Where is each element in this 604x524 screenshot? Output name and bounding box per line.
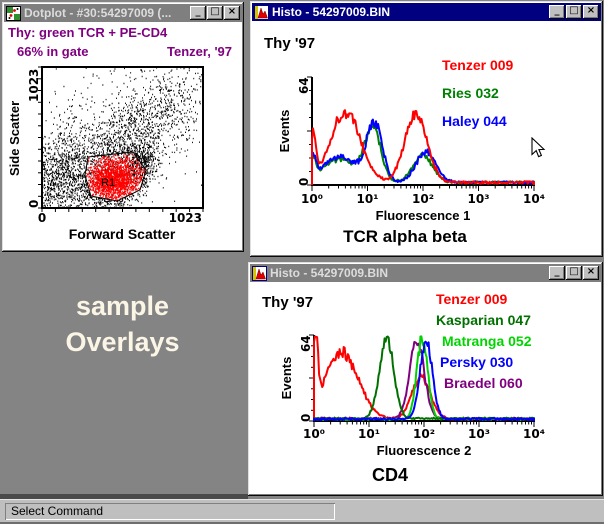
mouse-cursor: [531, 137, 546, 158]
histogram-tcr-title: Thy '97: [264, 35, 316, 52]
cd4-legend: Tenzer 009 Kasparian 047 Matranga 052 Pe…: [436, 291, 531, 391]
histogram-icon: [254, 4, 269, 20]
gate-percent-stat: 66% in gate: [17, 44, 89, 59]
cd4-caption: CD4: [371, 465, 408, 485]
histogram-tcr-close-button[interactable]: ×: [583, 5, 599, 19]
x-tick-min: 0: [38, 211, 46, 225]
gate-label: R1: [101, 177, 115, 189]
histogram-cd4-client-area: Thy '97 64 0 Events 10⁰ 10¹ 10² 10³ 10⁴ …: [250, 282, 601, 494]
histogram-cd4-window-title: Histo - 54297009.BIN: [270, 266, 389, 280]
background-label-line1: sample: [75, 291, 170, 321]
histogram-icon: [252, 265, 267, 281]
tcr-histogram-plot: 64 0 Events 10⁰ 10¹ 10² 10³ 10⁴ Fluoresc…: [277, 76, 545, 223]
forward-side-scatter-plot: R1 1023 0 Side Scatter 0 1023 Forward Sc…: [7, 66, 204, 242]
histogram-cd4-maximize-button[interactable]: □: [566, 266, 582, 280]
y-tick-max: 1023: [27, 69, 41, 102]
cd4-x-tick-2: 10²: [413, 427, 435, 441]
histogram-cd4-title: Thy '97: [262, 294, 314, 311]
tcr-x-tick-2: 10²: [412, 192, 434, 206]
histogram-cd4-window: Histo - 54297009.BIN _ □ × Thy '97 64 0 …: [248, 262, 603, 496]
dotplot-maximize-button[interactable]: □: [207, 6, 223, 20]
tcr-y-axis-label: Events: [277, 110, 292, 153]
legend-item-haley: Haley 044: [442, 113, 507, 129]
legend-item-persky: Persky 030: [440, 354, 514, 370]
gate-polygon-r1[interactable]: [84, 151, 147, 202]
dotplot-header: Thy: green TCR + PE-CD4: [8, 25, 168, 40]
status-bar: Select Command: [0, 499, 604, 524]
tcr-x-axis-label: Fluorescence 1: [376, 208, 471, 223]
dotplot-titlebar[interactable]: Dotplot - #30:54297009 (... _ □ ×: [4, 4, 242, 22]
cd4-y-axis-label: Events: [279, 357, 294, 400]
histogram-tcr-window-title: Histo - 54297009.BIN: [272, 5, 391, 19]
background-label: sample Overlays: [15, 288, 230, 360]
legend-item-matranga: Matranga 052: [442, 333, 532, 349]
y-tick-min: 0: [27, 200, 41, 208]
sample-label: Tenzer, '97: [167, 44, 232, 59]
cd4-histogram-plot: 64 0 Events 10⁰ 10¹ 10² 10³ 10⁴ Fluoresc…: [279, 334, 545, 458]
tcr-x-tick-1: 10¹: [357, 192, 379, 206]
legend-item-kasparian: Kasparian 047: [436, 312, 531, 328]
legend-item-braedel: Braedel 060: [444, 375, 523, 391]
tcr-legend: Tenzer 009 Ries 032 Haley 044: [442, 57, 513, 129]
cd4-x-tick-0: 10⁰: [303, 427, 325, 441]
x-axis-label: Forward Scatter: [69, 226, 176, 242]
status-message: Select Command: [5, 503, 335, 520]
dotplot-window-title: Dotplot - #30:54297009 (...: [24, 6, 172, 20]
cd4-histogram-curves: [313, 335, 535, 421]
cd4-x-tick-1: 10¹: [358, 427, 380, 441]
workspace-bottom-edge: [0, 494, 248, 499]
tcr-x-tick-4: 10⁴: [523, 192, 545, 206]
x-tick-max: 1023: [169, 211, 202, 225]
tcr-x-tick-0: 10⁰: [301, 192, 323, 206]
dotplot-client-area: Thy: green TCR + PE-CD4 66% in gate Tenz…: [4, 22, 242, 250]
dotplot-window: Dotplot - #30:54297009 (... _ □ × Thy: g…: [2, 2, 244, 252]
histogram-cd4-close-button[interactable]: ×: [583, 266, 599, 280]
histogram-cd4-minimize-button[interactable]: _: [549, 266, 565, 280]
cd4-y-tick-max: 64: [299, 335, 313, 352]
cd4-y-tick-min: 0: [299, 414, 313, 422]
scatter-points: [42, 66, 204, 209]
tcr-y-tick-max: 64: [297, 77, 311, 94]
dotplot-close-button[interactable]: ×: [224, 6, 240, 20]
tcr-y-tick-min: 0: [297, 178, 311, 186]
y-axis-label: Side Scatter: [7, 101, 22, 176]
legend-item-ries: Ries 032: [442, 85, 499, 101]
cd4-x-tick-3: 10³: [468, 427, 490, 441]
legend-item-tenzer: Tenzer 009: [442, 57, 514, 73]
background-label-line2: Overlays: [65, 327, 180, 357]
histogram-tcr-maximize-button[interactable]: □: [566, 5, 582, 19]
histogram-tcr-titlebar[interactable]: Histo - 54297009.BIN _ □ ×: [252, 3, 601, 21]
dotplot-icon: [6, 5, 21, 21]
legend-item-tenzer: Tenzer 009: [436, 291, 508, 307]
tcr-histogram-curves: [311, 109, 535, 185]
tcr-caption: TCR alpha beta: [343, 227, 467, 246]
histogram-tcr-minimize-button[interactable]: _: [549, 5, 565, 19]
histogram-tcr-client-area: Thy '97 64 0 Events 10⁰ 10¹ 10² 10³ 10⁴ …: [252, 21, 601, 255]
histogram-cd4-titlebar[interactable]: Histo - 54297009.BIN _ □ ×: [250, 264, 601, 282]
dotplot-minimize-button[interactable]: _: [190, 6, 206, 20]
histogram-tcr-window: Histo - 54297009.BIN _ □ × Thy '97 64 0 …: [250, 1, 603, 257]
cd4-x-tick-4: 10⁴: [523, 427, 545, 441]
tcr-x-tick-3: 10³: [468, 192, 490, 206]
cd4-x-axis-label: Fluorescence 2: [377, 443, 472, 458]
